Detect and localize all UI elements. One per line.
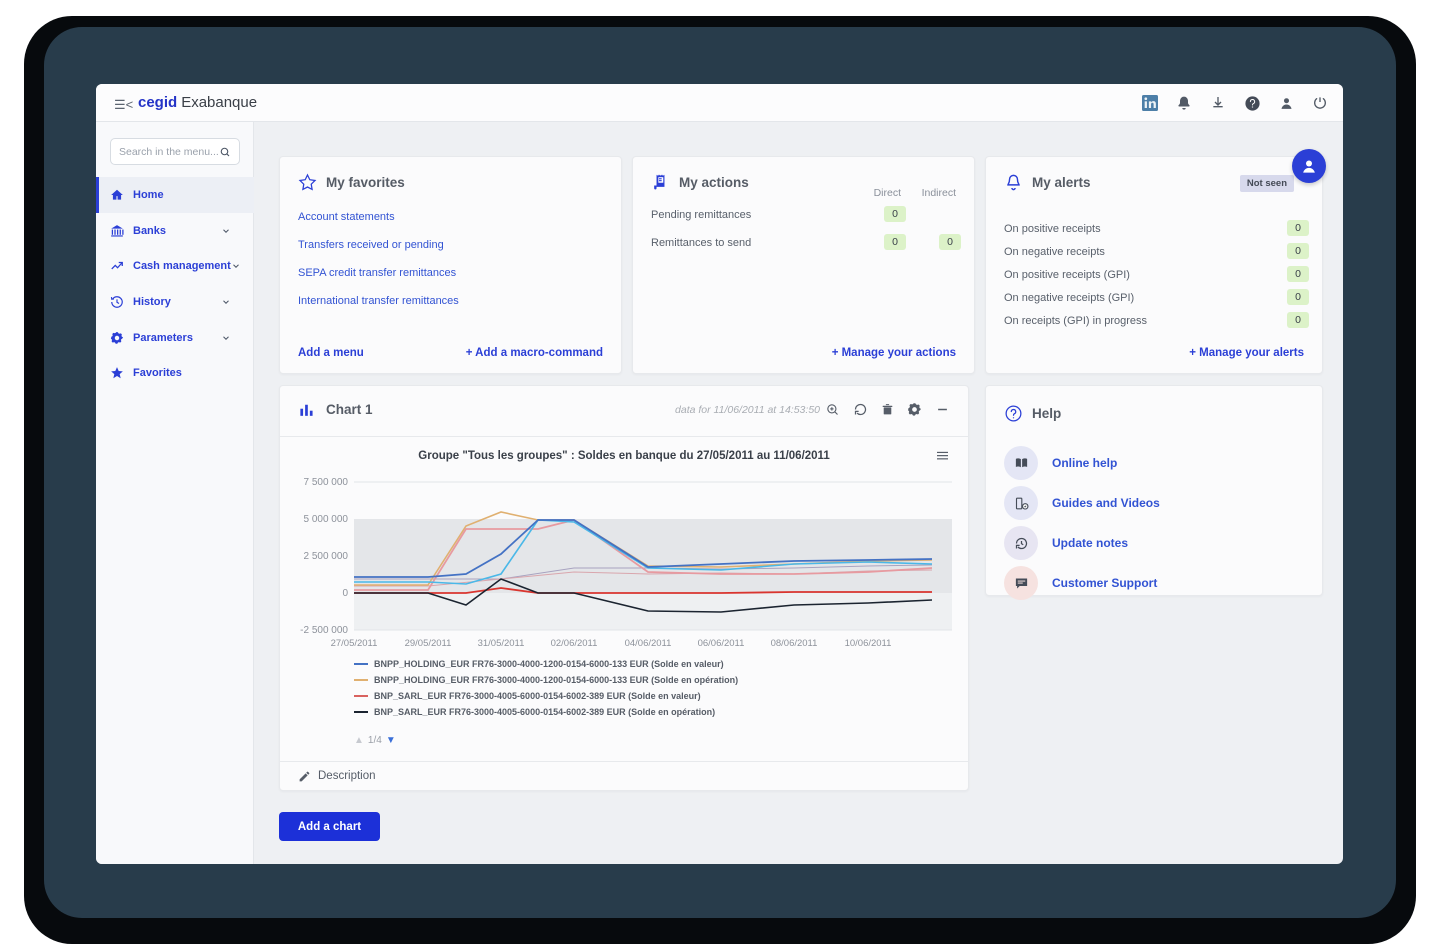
svg-text:31/05/2011: 31/05/2011 [478, 638, 525, 649]
svg-text:02/06/2011: 02/06/2011 [551, 638, 598, 649]
svg-text:10/06/2011: 10/06/2011 [845, 638, 892, 649]
svg-text:-2 500 000: -2 500 000 [300, 625, 348, 636]
svg-text:06/06/2011: 06/06/2011 [698, 638, 745, 649]
svg-text:7 500 000: 7 500 000 [304, 477, 349, 488]
svg-text:04/06/2011: 04/06/2011 [625, 638, 672, 649]
svg-text:08/06/2011: 08/06/2011 [771, 638, 818, 649]
svg-text:27/05/2011: 27/05/2011 [331, 638, 378, 649]
svg-text:29/05/2011: 29/05/2011 [405, 638, 452, 649]
svg-text:0: 0 [342, 588, 348, 599]
svg-text:5 000 000: 5 000 000 [304, 514, 349, 525]
svg-text:2 500 000: 2 500 000 [304, 551, 349, 562]
